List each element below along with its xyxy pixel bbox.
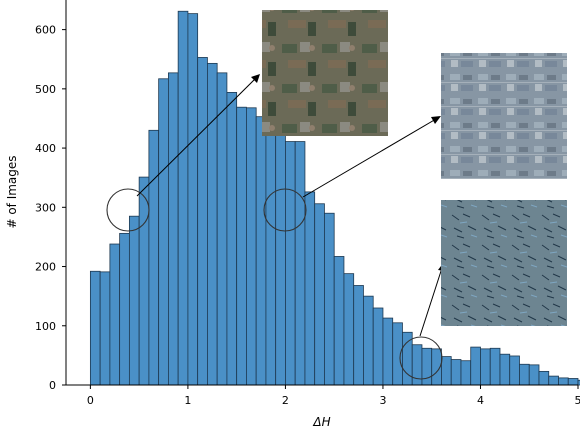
histogram-bar-3 bbox=[120, 233, 130, 385]
y-tick-label-2: 200 bbox=[35, 261, 56, 274]
y-ticks-layer: 0 100 200 300 400 500 600 bbox=[35, 24, 66, 392]
histogram-bar-27 bbox=[354, 285, 364, 385]
histogram-bar-28 bbox=[363, 296, 373, 385]
histogram-bar-41 bbox=[490, 348, 500, 385]
histogram-bar-30 bbox=[383, 318, 393, 385]
y-tick-label-6: 600 bbox=[35, 24, 56, 37]
histogram-bar-2 bbox=[110, 244, 120, 385]
histogram-bar-19 bbox=[276, 133, 286, 385]
x-tick-label-0: 0 bbox=[87, 394, 94, 407]
histogram-bar-4 bbox=[129, 216, 139, 385]
histogram-bar-21 bbox=[295, 142, 305, 385]
histogram-bar-38 bbox=[461, 361, 471, 385]
histogram-bar-42 bbox=[500, 354, 510, 385]
histogram-bar-44 bbox=[519, 364, 529, 385]
histogram-bar-6 bbox=[149, 130, 159, 385]
histogram-bar-18 bbox=[266, 96, 276, 385]
histogram-bar-11 bbox=[198, 57, 208, 385]
y-tick-label-1: 100 bbox=[35, 320, 56, 333]
y-tick-label-3: 300 bbox=[35, 201, 56, 214]
inset-image-top bbox=[262, 10, 388, 136]
histogram-bar-20 bbox=[285, 142, 295, 385]
histogram-bar-36 bbox=[441, 357, 451, 385]
histogram-bar-13 bbox=[217, 73, 227, 385]
y-tick-label-4: 400 bbox=[35, 142, 56, 155]
histogram-bar-10 bbox=[188, 14, 198, 385]
histogram-bar-12 bbox=[207, 63, 217, 385]
histogram-bar-46 bbox=[539, 371, 549, 385]
histogram-bar-14 bbox=[227, 92, 237, 385]
x-tick-label-2: 2 bbox=[282, 394, 289, 407]
histogram-bar-9 bbox=[178, 11, 188, 385]
histogram-bar-43 bbox=[510, 356, 520, 385]
histogram-bar-29 bbox=[373, 308, 383, 385]
y-tick-label-5: 500 bbox=[35, 83, 56, 96]
histogram-bar-8 bbox=[168, 73, 178, 385]
x-tick-label-4: 4 bbox=[477, 394, 484, 407]
histogram-bar-15 bbox=[237, 107, 247, 385]
annotation-arrow-bottom bbox=[420, 268, 442, 336]
histogram-bar-25 bbox=[334, 256, 344, 385]
histogram-bar-17 bbox=[256, 117, 266, 385]
x-tick-label-3: 3 bbox=[379, 394, 386, 407]
histogram-bar-23 bbox=[315, 204, 325, 385]
histogram-bar-16 bbox=[246, 108, 256, 385]
annotation-arrowhead-middle bbox=[431, 116, 441, 124]
histogram-bar-26 bbox=[344, 274, 354, 385]
inset-image-bottom bbox=[441, 200, 567, 326]
histogram-bar-49 bbox=[568, 378, 578, 385]
x-ticks-layer: 0 1 2 3 4 5 bbox=[87, 385, 580, 407]
inset-image-middle bbox=[441, 53, 567, 179]
x-tick-label-1: 1 bbox=[184, 394, 191, 407]
x-axis-title: ΔH bbox=[312, 415, 330, 429]
histogram-bar-37 bbox=[451, 360, 461, 385]
histogram-bar-47 bbox=[549, 376, 559, 385]
y-tick-label-0: 0 bbox=[49, 379, 56, 392]
histogram-bar-31 bbox=[393, 323, 403, 385]
histogram-bar-45 bbox=[529, 365, 539, 385]
histogram-bar-24 bbox=[324, 213, 334, 385]
y-axis-title: # of Images bbox=[5, 155, 19, 228]
histogram-bar-48 bbox=[558, 378, 568, 385]
histogram-bar-1 bbox=[100, 272, 110, 385]
histogram-bar-22 bbox=[305, 192, 315, 385]
histogram-bar-34 bbox=[422, 348, 432, 385]
histogram-bar-5 bbox=[139, 177, 149, 385]
histogram-bar-39 bbox=[471, 347, 481, 385]
histogram-bar-7 bbox=[159, 79, 169, 385]
histogram-bar-0 bbox=[90, 271, 100, 385]
histogram-bar-40 bbox=[480, 349, 490, 385]
x-tick-label-5: 5 bbox=[575, 394, 580, 407]
